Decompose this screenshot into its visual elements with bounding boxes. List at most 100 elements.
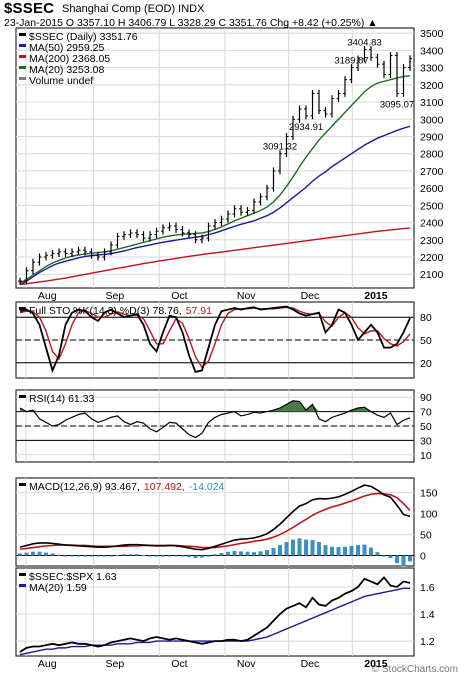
legend-swatch xyxy=(19,44,26,47)
macd-histogram-bar xyxy=(89,555,94,557)
chart-symbol: $SSEC xyxy=(4,0,55,17)
series-ma50-line xyxy=(19,125,411,286)
macd-histogram-bar xyxy=(50,553,55,556)
x-tick-label: Nov xyxy=(237,290,256,302)
ohlc-readout: 23-Jan-2015 O 3357.10 H 3406.79 L 3328.2… xyxy=(4,17,378,29)
y-tick-label: 150 xyxy=(420,488,438,500)
series-macd-line xyxy=(19,484,411,551)
price-annotation: 3095.07 xyxy=(380,99,414,110)
y-tick-label: 2900 xyxy=(420,131,444,143)
macd-histogram-bar xyxy=(395,555,399,564)
legend-entry: MA(200) 2368.05 xyxy=(29,53,110,65)
y-tick-label: 70 xyxy=(420,407,432,419)
macd-histogram-bar xyxy=(193,555,198,559)
stockcharts-watermark: © StockCharts.com xyxy=(371,664,458,675)
y-tick-label: 2400 xyxy=(420,218,444,230)
macd-histogram-bar xyxy=(278,545,282,556)
legend-entry: 57.91 xyxy=(186,305,212,317)
macd-histogram-bar xyxy=(362,544,367,556)
y-tick-label: 100 xyxy=(420,509,438,521)
macd-histogram-bar xyxy=(382,555,386,557)
y-tick-label: 3000 xyxy=(420,114,444,126)
macd-histogram-bar xyxy=(252,552,256,556)
legend-swatch xyxy=(19,483,26,486)
price-annotation: 3091.32 xyxy=(263,142,297,153)
legend-entry: 107.492, xyxy=(144,481,185,493)
legend-swatch xyxy=(19,33,26,36)
x-tick-label: Aug xyxy=(38,658,57,670)
macd-histogram-bar xyxy=(37,551,42,556)
macd-histogram-bar xyxy=(128,554,133,556)
macd-histogram-bar xyxy=(200,555,204,558)
macd-histogram-bar xyxy=(219,553,224,556)
macd-histogram-bar xyxy=(63,555,68,557)
macd-histogram-bar xyxy=(96,555,100,557)
legend-swatch xyxy=(19,55,26,58)
series-sto-k-line xyxy=(19,305,411,374)
rsi-overbought-fill xyxy=(20,400,410,412)
macd-histogram-bar xyxy=(310,540,315,556)
y-tick-label: 20 xyxy=(420,358,432,370)
legend-swatch xyxy=(19,573,26,576)
macd-histogram-bar xyxy=(369,547,373,556)
y-tick-label: 90 xyxy=(420,392,432,404)
legend-swatch xyxy=(19,307,26,310)
macd-histogram-bar xyxy=(213,554,217,556)
y-tick-label: 3300 xyxy=(420,63,444,75)
y-tick-label: 3400 xyxy=(420,45,444,57)
y-tick-label: 80 xyxy=(420,312,432,324)
macd-histogram-bar xyxy=(206,555,211,557)
macd-histogram-bar xyxy=(304,539,308,556)
series-rsi-line xyxy=(19,400,411,439)
x-tick-label: Oct xyxy=(171,658,187,670)
legend-entry: -14.024 xyxy=(189,481,225,493)
macd-histogram-bar xyxy=(239,551,243,556)
macd-histogram-bar xyxy=(24,552,29,556)
macd-histogram-bar xyxy=(356,545,360,556)
macd-histogram-bar xyxy=(291,539,295,556)
series-ssec-spx-line xyxy=(19,576,411,653)
macd-histogram-bar xyxy=(18,553,22,556)
legend-entry: Full STO %K(14,3) %D(3) 78.76, xyxy=(29,305,182,317)
chart-subtitle: Shanghai Comp (EOD) INDX xyxy=(62,3,205,15)
y-tick-label: 2800 xyxy=(420,149,444,161)
x-tick-label: Dec xyxy=(301,658,320,670)
y-tick-label: 0 xyxy=(420,551,426,563)
macd-histogram-bar xyxy=(83,555,87,557)
y-tick-label: 1.6 xyxy=(420,582,435,594)
macd-histogram-bar xyxy=(70,555,74,557)
legend-entry: MACD(12,26,9) 93.467, xyxy=(29,481,140,493)
macd-histogram-bar xyxy=(180,555,185,557)
macd-histogram-bar xyxy=(388,555,393,559)
price-annotation: 3189.87 xyxy=(334,56,368,67)
macd-histogram-bar xyxy=(343,546,347,556)
macd-histogram-bar xyxy=(265,550,269,556)
x-tick-label: 2015 xyxy=(364,658,388,670)
macd-histogram-bar xyxy=(271,547,276,556)
legend-entry: RSI(14) 61.33 xyxy=(29,393,95,405)
price-annotation: 2934.91 xyxy=(289,122,323,133)
macd-histogram-bar xyxy=(226,551,230,556)
macd-histogram-bar xyxy=(148,555,152,557)
legend-swatch xyxy=(19,66,26,69)
macd-histogram-bar xyxy=(317,542,321,556)
y-tick-label: 50 xyxy=(420,530,432,542)
macd-histogram-bar xyxy=(109,555,113,557)
y-tick-label: 2200 xyxy=(420,252,444,264)
macd-histogram-bar xyxy=(161,555,165,557)
series-ma200-line xyxy=(19,227,411,286)
macd-histogram-bar xyxy=(174,555,178,557)
legend-swatch xyxy=(19,77,26,80)
y-tick-label: 3200 xyxy=(420,80,444,92)
macd-histogram-bar xyxy=(323,545,328,556)
y-tick-label: 1.4 xyxy=(420,609,435,621)
y-tick-label: 3500 xyxy=(420,28,444,40)
macd-histogram-bar xyxy=(401,555,406,567)
macd-histogram-bar xyxy=(44,552,48,556)
y-tick-label: 2500 xyxy=(420,200,444,212)
x-tick-label: Dec xyxy=(301,290,320,302)
y-tick-label: 1.2 xyxy=(420,636,435,648)
y-tick-label: 3100 xyxy=(420,97,444,109)
y-tick-label: 10 xyxy=(420,450,432,462)
